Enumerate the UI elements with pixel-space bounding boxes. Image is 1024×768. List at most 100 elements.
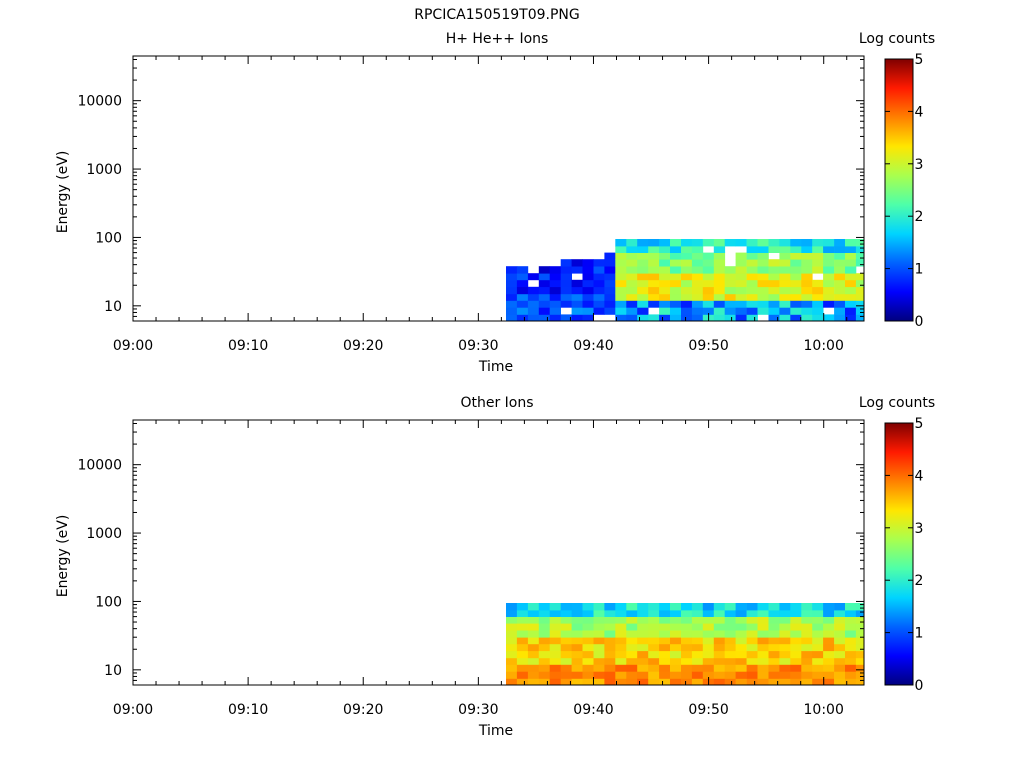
heatmap-cell [724, 671, 736, 679]
heatmap-cell [604, 293, 616, 301]
heatmap-cell [527, 650, 540, 659]
heatmap-cell [626, 603, 638, 611]
heatmap-cell [812, 643, 824, 652]
heatmap-cell [713, 678, 726, 686]
heatmap-cell [670, 678, 682, 686]
heatmap-cell [834, 623, 846, 631]
heatmap-cell [659, 630, 671, 638]
heatmap-cell [538, 664, 551, 672]
heatmap-cell [823, 266, 835, 274]
heatmap-cell [812, 246, 824, 253]
heatmap-cell [845, 307, 857, 315]
heatmap-cell [834, 246, 846, 253]
heatmap-cell [834, 252, 846, 260]
heatmap-cell [560, 293, 572, 301]
heatmap-cell [845, 678, 857, 686]
colorbar-tick-label: 4 [915, 468, 924, 484]
heatmap-cell [834, 300, 846, 308]
heatmap-cell [604, 664, 616, 672]
heatmap-cell [527, 623, 540, 631]
heatmap-cell [604, 252, 616, 260]
heatmap-cell [659, 286, 671, 295]
heatmap-cell [855, 616, 865, 624]
heatmap-cell [834, 239, 846, 247]
heatmap-cell [506, 273, 518, 281]
heatmap-cell [681, 610, 693, 617]
colorbar-tick-label: 3 [915, 157, 924, 173]
heatmap-cell [812, 678, 824, 686]
heatmap-cell [845, 246, 857, 253]
heatmap-cell [768, 314, 780, 322]
heatmap-cell [506, 286, 518, 295]
heatmap-cell [768, 616, 780, 624]
heatmap-cell [516, 616, 529, 624]
heatmap-cell [768, 623, 780, 631]
heatmap-cell [713, 623, 726, 631]
heatmap-cell [516, 637, 529, 645]
heatmap-cell [845, 266, 857, 274]
heatmap-cell [506, 650, 518, 659]
heatmap-cell [571, 616, 583, 624]
heatmap-cell [757, 623, 769, 631]
heatmap-cell [702, 616, 715, 624]
heatmap-cell [691, 623, 704, 631]
heatmap-cell [571, 637, 583, 645]
heatmap-cell [779, 616, 791, 624]
x-tick-label: 09:10 [228, 702, 268, 718]
heatmap-cell [790, 678, 802, 686]
heatmap-cell [516, 678, 529, 686]
heatmap-cell [790, 650, 802, 659]
heatmap-cell [845, 671, 857, 679]
heatmap-cell [757, 643, 769, 652]
heatmap-cells [506, 239, 865, 322]
heatmap-cell [637, 252, 649, 260]
heatmap-cell [790, 239, 802, 247]
heatmap-cell [593, 259, 605, 267]
heatmap-cell [681, 643, 693, 652]
heatmap-cell [593, 603, 605, 611]
heatmap-cell [801, 643, 813, 652]
colorbar-tick-label: 1 [915, 262, 924, 278]
heatmap-cell [538, 307, 551, 315]
heatmap-cell [527, 273, 540, 281]
heatmap-cell [746, 603, 758, 611]
heatmap-cell [659, 637, 671, 645]
heatmap-cell [845, 630, 857, 638]
heatmap-cell [626, 623, 638, 631]
heatmap-cell [648, 246, 660, 253]
heatmap-cell [834, 671, 846, 679]
heatmap-cell [571, 650, 583, 659]
x-axis-label: Time [478, 723, 513, 739]
heatmap-cell [516, 314, 529, 322]
heatmap-cell [593, 307, 605, 315]
heatmap-cell [713, 657, 726, 665]
heatmap-cell [691, 630, 704, 638]
heatmap-cell [713, 630, 726, 638]
heatmap-cell [724, 300, 736, 308]
heatmap-cell [702, 273, 715, 281]
heatmap-cell [801, 293, 813, 301]
heatmap-cell [724, 266, 736, 274]
colorbar-tick-label: 2 [915, 209, 924, 225]
heatmap-cell [670, 610, 682, 617]
heatmap-cell [538, 643, 551, 652]
heatmap-cell [615, 286, 627, 295]
heatmap-cell [834, 259, 846, 267]
heatmap-cell [615, 664, 627, 672]
heatmap-cell [593, 616, 605, 624]
heatmap-cell [779, 637, 791, 645]
heatmap-cell [691, 300, 704, 308]
heatmap-cell [571, 610, 583, 617]
heatmap-cell [538, 314, 551, 322]
y-axis-label: Energy (eV) [55, 515, 71, 598]
heatmap-cell [582, 623, 594, 631]
heatmap-cell [855, 246, 865, 253]
heatmap-cell [713, 671, 726, 679]
heatmap-cell [801, 603, 813, 611]
heatmap-cell [691, 266, 704, 274]
heatmap-cell [582, 273, 594, 281]
heatmap-cell [506, 678, 518, 686]
heatmap-cell [549, 273, 561, 281]
heatmap-cell [560, 259, 572, 267]
heatmap-cell [757, 616, 769, 624]
